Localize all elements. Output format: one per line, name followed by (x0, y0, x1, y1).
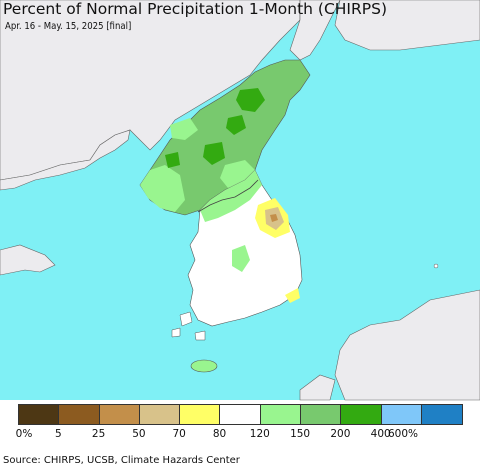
japan-land (334, 289, 480, 401)
southwest-islands (171, 311, 206, 341)
legend-label: 70 (172, 428, 186, 440)
legend-label: 120 (249, 428, 270, 440)
legend-swatch (421, 405, 463, 424)
legend-label: 0% (15, 428, 33, 440)
legend-swatch (139, 405, 181, 424)
north-korea (139, 59, 311, 216)
legend-swatch (99, 405, 140, 424)
legend-swatch (381, 405, 422, 424)
nk-dark-4 (165, 152, 180, 168)
sk-green-band (200, 170, 262, 222)
map-title: Percent of Normal Precipitation 1-Month … (3, 0, 387, 18)
legend-label: 400 (370, 428, 391, 440)
legend-swatch (260, 405, 302, 424)
nk-light-west (140, 165, 185, 212)
legend-bar (18, 404, 464, 425)
nk-dark-3 (203, 142, 225, 165)
liaodong-peninsula (0, 129, 131, 191)
nk-light-east (220, 160, 255, 188)
russia-land (289, 0, 341, 61)
sk-southeast-yellow (285, 288, 300, 303)
legend-swatch (59, 405, 100, 424)
russia-coast (334, 0, 480, 51)
legend-label: 80 (212, 428, 227, 440)
ulleung-island (433, 263, 439, 269)
japan-island (299, 374, 336, 401)
legend-swatch (220, 405, 261, 424)
sk-green-blob (232, 245, 250, 272)
legend-swatch (19, 405, 60, 424)
legend-label: 600% (387, 428, 419, 440)
legend-swatch (301, 405, 342, 424)
source-credit: Source: CHIRPS, UCSB, Climate Hazards Ce… (3, 455, 240, 466)
nk-dark-2 (226, 115, 246, 135)
legend-label: 150 (290, 428, 311, 440)
shandong-peninsula (0, 244, 56, 276)
map-subtitle: Apr. 16 - May. 15, 2025 [final] (5, 21, 132, 32)
legend-swatch (341, 405, 382, 424)
legend-label: 5 (54, 428, 62, 440)
legend-label: 25 (91, 428, 106, 440)
nk-dark-1 (236, 88, 265, 112)
legend-label: 200 (330, 428, 351, 440)
nk-light-north (170, 118, 198, 140)
sk-brown (270, 214, 278, 222)
dmz-border (197, 179, 259, 213)
jeju-island (190, 359, 218, 373)
legend-label: 50 (132, 428, 146, 440)
legend-swatch (180, 405, 221, 424)
